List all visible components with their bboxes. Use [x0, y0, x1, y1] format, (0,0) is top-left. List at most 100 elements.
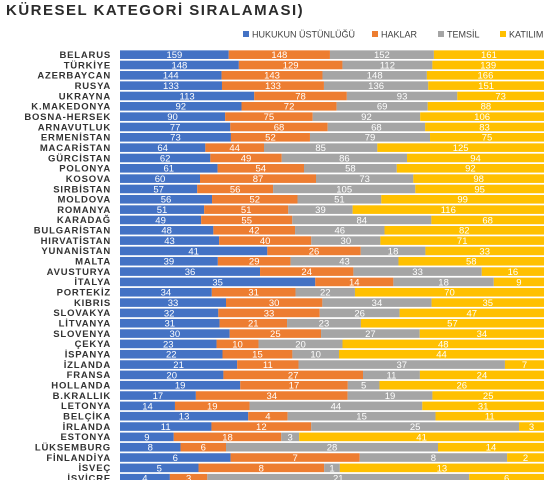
bar-temsil [324, 463, 340, 473]
bar-hukukun-ustunlugu [120, 50, 229, 59]
data-label-katilim: 7 [522, 360, 527, 371]
bar-katilim [384, 225, 544, 235]
data-label-hukukun-ustunlugu: 73 [170, 133, 181, 144]
bar-temsil [309, 133, 431, 142]
data-label-temsil: 10 [310, 350, 321, 361]
bar-hukukun-ustunlugu [120, 194, 213, 204]
bar-katilim [407, 153, 544, 163]
category-label: BULGARİSTAN [34, 226, 111, 237]
data-label-hukukun-ustunlugu: 6 [173, 453, 178, 464]
bar-katilim [413, 174, 544, 183]
bar-temsil [290, 256, 399, 266]
data-label-haklar: 52 [249, 195, 260, 206]
data-label-katilim: 13 [437, 463, 448, 474]
bar-hukukun-ustunlugu [120, 391, 196, 400]
category-label: MACARİSTAN [40, 143, 111, 154]
data-label-temsil: 152 [374, 50, 390, 61]
bar-hukukun-ustunlugu [120, 370, 224, 380]
bar-katilim [377, 143, 544, 152]
data-label-temsil: 92 [361, 112, 372, 123]
bar-temsil [322, 298, 432, 307]
bar-katilim [338, 349, 544, 359]
data-label-hukukun-ustunlugu: 23 [163, 339, 174, 350]
bar-temsil [207, 473, 470, 480]
data-label-hukukun-ustunlugu: 92 [175, 102, 186, 113]
data-label-katilim: 71 [457, 236, 468, 247]
bar-haklar [260, 267, 354, 276]
data-label-temsil: 58 [345, 164, 356, 175]
bar-hukukun-ustunlugu [120, 422, 212, 431]
data-label-katilim: 99 [457, 195, 468, 206]
bar-katilim [428, 81, 544, 90]
bar-temsil [311, 422, 520, 431]
data-label-temsil: 68 [371, 122, 382, 133]
bar-hukukun-ustunlugu [120, 71, 222, 80]
data-label-temsil: 37 [396, 360, 407, 371]
data-label-temsil: 23 [319, 319, 330, 330]
legend-swatch-katilim [500, 31, 506, 37]
data-label-katilim: 83 [479, 122, 490, 133]
bar-katilim [432, 60, 544, 70]
data-label-hukukun-ustunlugu: 22 [166, 350, 177, 361]
data-label-hukukun-ustunlugu: 30 [170, 329, 181, 340]
legend-label-haklar: HAKLAR [381, 30, 418, 40]
data-label-hukukun-ustunlugu: 19 [175, 381, 186, 392]
bar-temsil [360, 246, 426, 256]
data-label-hukukun-ustunlugu: 48 [161, 226, 172, 237]
data-label-temsil: 84 [357, 215, 368, 226]
bar-temsil [316, 174, 414, 183]
bar-hukukun-ustunlugu [120, 329, 230, 338]
bar-hukukun-ustunlugu [120, 112, 226, 121]
bar-haklar [198, 463, 325, 473]
bar-temsil [353, 267, 482, 276]
category-label: HIRVATİSTAN [41, 236, 111, 247]
data-label-hukukun-ustunlugu: 14 [142, 401, 153, 412]
bar-haklar [229, 329, 322, 338]
bar-haklar [212, 194, 298, 204]
bar-katilim [425, 246, 544, 256]
data-label-haklar: 55 [241, 215, 252, 226]
bar-katilim [299, 432, 544, 442]
bar-katilim [427, 102, 544, 111]
data-label-katilim: 11 [485, 412, 495, 423]
data-label-haklar: 27 [288, 370, 299, 381]
data-label-temsil: 25 [410, 422, 421, 433]
data-label-katilim: 25 [483, 391, 494, 402]
data-label-hukukun-ustunlugu: 113 [180, 91, 195, 102]
category-label: İRLANDA [63, 422, 111, 433]
data-label-hukukun-ustunlugu: 35 [212, 277, 223, 288]
data-label-hukukun-ustunlugu: 144 [163, 71, 179, 82]
bar-katilim [507, 453, 544, 462]
data-label-haklar: 21 [248, 319, 259, 330]
bar-haklar [267, 246, 361, 256]
category-label: KARADAĞ [57, 214, 111, 226]
legend-label-katilim: KATILIM [509, 30, 543, 40]
bar-hukukun-ustunlugu [120, 174, 200, 183]
bar-temsil [298, 360, 505, 369]
category-label: ARNAVUTLUK [38, 122, 111, 133]
data-label-haklar: 29 [249, 257, 260, 268]
bar-hukukun-ustunlugu [120, 380, 241, 390]
category-label: HOLLANDA [51, 381, 111, 392]
data-label-hukukun-ustunlugu: 39 [164, 257, 175, 268]
data-label-hukukun-ustunlugu: 60 [155, 174, 166, 185]
category-label: B.KRALLIK [53, 391, 111, 402]
bar-haklar [180, 442, 226, 452]
bar-hukukun-ustunlugu [120, 432, 174, 442]
bar-temsil [311, 236, 381, 245]
data-label-katilim: 2 [523, 453, 528, 464]
bar-temsil [249, 401, 423, 411]
bar-temsil [393, 277, 494, 287]
data-label-haklar: 17 [289, 381, 300, 392]
data-label-temsil: 44 [331, 401, 342, 412]
data-label-hukukun-ustunlugu: 32 [164, 308, 175, 319]
bar-hukukun-ustunlugu [120, 133, 231, 142]
data-label-temsil: 8 [431, 453, 436, 464]
bar-haklar [169, 473, 208, 480]
bar-temsil [297, 194, 382, 204]
data-label-hukukun-ustunlugu: 31 [164, 319, 175, 330]
bar-temsil [321, 329, 420, 338]
data-label-hukukun-ustunlugu: 20 [166, 370, 177, 381]
data-label-hukukun-ustunlugu: 148 [171, 60, 187, 71]
